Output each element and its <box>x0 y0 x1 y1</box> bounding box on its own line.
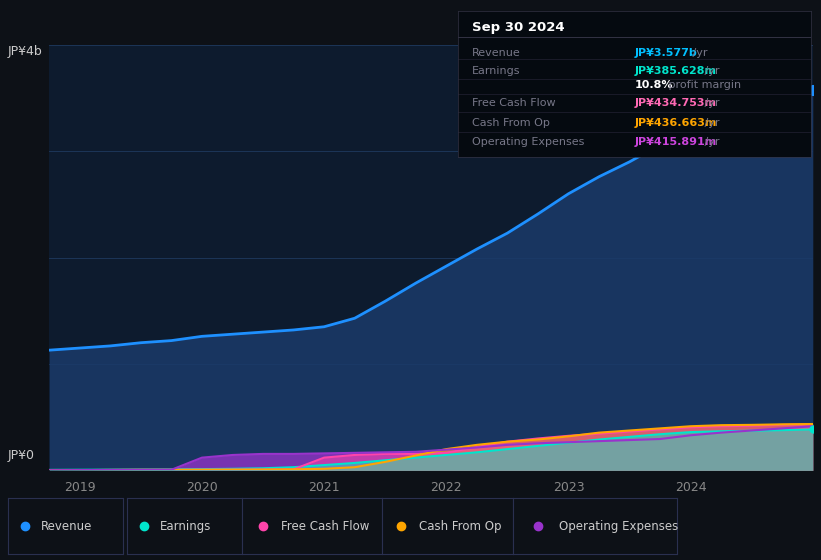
Text: Sep 30 2024: Sep 30 2024 <box>472 21 565 34</box>
Text: profit margin: profit margin <box>665 81 741 91</box>
Text: JP¥436.663m: JP¥436.663m <box>635 118 717 128</box>
Text: /yr: /yr <box>700 137 719 147</box>
Text: Earnings: Earnings <box>159 520 211 533</box>
Text: JP¥0: JP¥0 <box>7 449 34 462</box>
Text: Operating Expenses: Operating Expenses <box>472 137 585 147</box>
Text: JP¥4b: JP¥4b <box>7 45 42 58</box>
Text: /yr: /yr <box>700 66 719 76</box>
Text: JP¥385.628m: JP¥385.628m <box>635 66 717 76</box>
Text: Operating Expenses: Operating Expenses <box>559 520 678 533</box>
Text: JP¥415.891m: JP¥415.891m <box>635 137 717 147</box>
Text: JP¥434.753m: JP¥434.753m <box>635 98 717 108</box>
Text: Free Cash Flow: Free Cash Flow <box>472 98 556 108</box>
Text: Earnings: Earnings <box>472 66 521 76</box>
Text: Revenue: Revenue <box>472 48 521 58</box>
Text: /yr: /yr <box>689 48 707 58</box>
Text: Cash From Op: Cash From Op <box>472 118 550 128</box>
Text: /yr: /yr <box>700 118 719 128</box>
Text: Cash From Op: Cash From Op <box>419 520 501 533</box>
Text: JP¥3.577b: JP¥3.577b <box>635 48 697 58</box>
Text: Revenue: Revenue <box>40 520 92 533</box>
Text: 10.8%: 10.8% <box>635 81 673 91</box>
Text: Free Cash Flow: Free Cash Flow <box>282 520 369 533</box>
Text: /yr: /yr <box>700 98 719 108</box>
